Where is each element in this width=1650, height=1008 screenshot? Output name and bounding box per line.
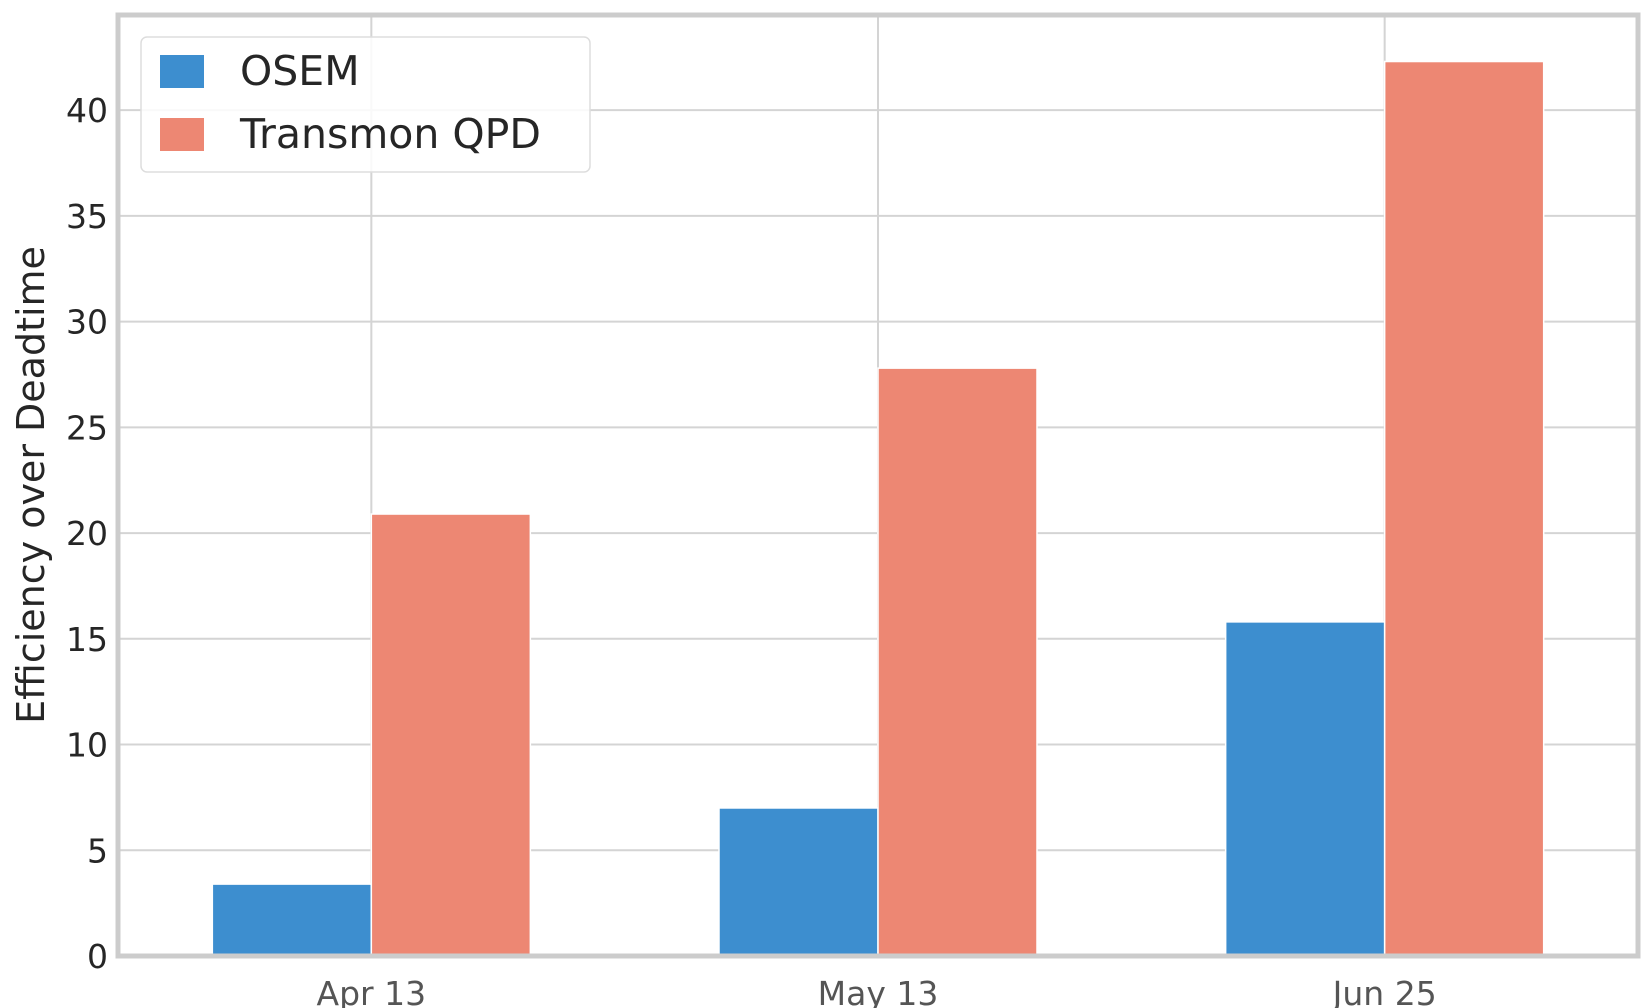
y-tick-label: 25 xyxy=(66,408,108,447)
bar-transmon-qpd xyxy=(877,367,1038,957)
legend-box xyxy=(140,36,591,173)
y-axis-label: Efficiency over Deadtime xyxy=(9,246,53,724)
y-tick-label: 30 xyxy=(66,303,108,342)
bar-transmon-qpd xyxy=(1383,60,1545,957)
legend: OSEM Transmon QPD xyxy=(140,36,591,173)
y-tick-label: 35 xyxy=(66,197,108,236)
y-tick-label: 40 xyxy=(66,91,108,130)
bars xyxy=(211,60,1545,957)
x-axis-ticks: Apr 13 May 13 Jun 25 xyxy=(317,974,1437,1008)
legend-swatch-osem xyxy=(160,55,204,88)
legend-label-transmon-qpd: Transmon QPD xyxy=(239,110,541,158)
bar-osem xyxy=(211,883,373,957)
legend-label-osem: OSEM xyxy=(240,47,360,95)
y-tick-label: 20 xyxy=(66,514,108,553)
x-tick-label: May 13 xyxy=(818,974,939,1008)
legend-swatch-transmon-qpd xyxy=(160,118,204,151)
y-tick-label: 0 xyxy=(87,937,108,976)
x-tick-label: Jun 25 xyxy=(1331,974,1437,1008)
plot-frame xyxy=(115,12,1641,959)
y-tick-label: 15 xyxy=(66,620,108,659)
y-axis-ticks: 0 5 10 15 20 25 30 35 40 xyxy=(66,91,108,976)
y-tick-label: 5 xyxy=(87,831,108,870)
x-tick-label: Apr 13 xyxy=(317,974,427,1008)
bar-transmon-qpd xyxy=(370,513,532,957)
y-tick-label: 10 xyxy=(66,726,108,765)
bar-osem xyxy=(718,807,879,957)
bar-osem xyxy=(1224,621,1386,957)
